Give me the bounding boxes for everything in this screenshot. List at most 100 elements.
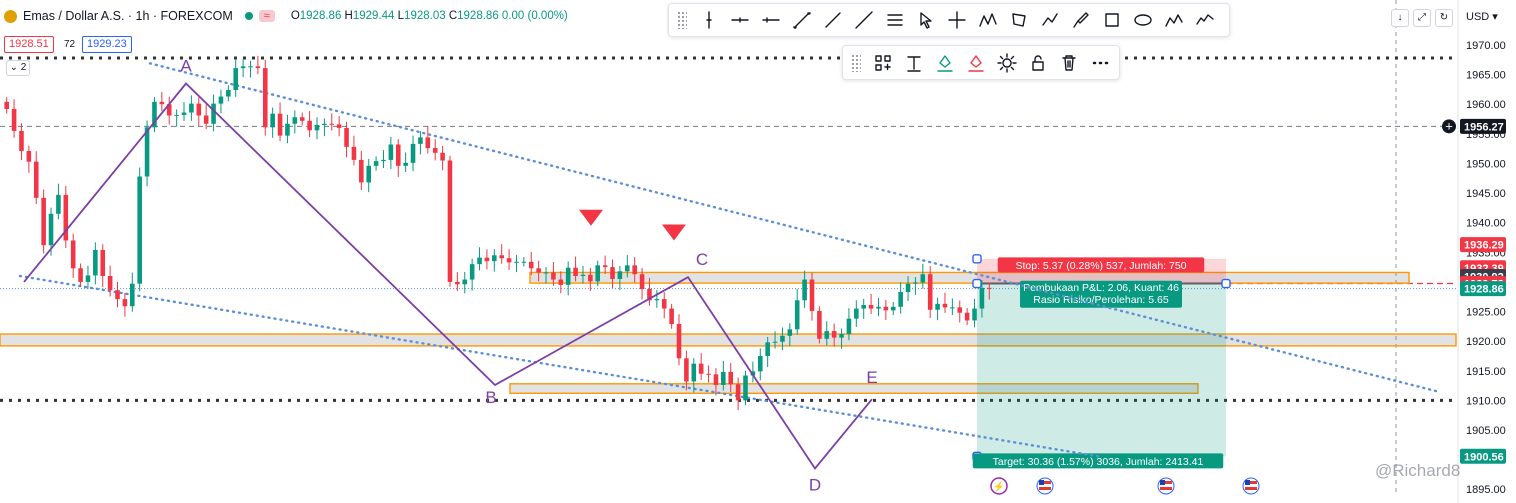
candle-body (935, 303, 940, 310)
buy-price-button[interactable]: 1929.23 (82, 36, 132, 53)
candle-body (551, 272, 556, 280)
candle-body (506, 258, 512, 263)
refresh-button[interactable]: ↻ (1435, 9, 1453, 27)
us-flag-canton (1160, 480, 1165, 485)
candle-body (883, 306, 889, 311)
pattern-path (23, 82, 873, 471)
candle-body (765, 342, 770, 356)
candle-body (381, 159, 386, 162)
drag-handle-icon[interactable] (677, 11, 687, 29)
candle-body (226, 90, 231, 97)
candle-body (100, 249, 106, 276)
data-delay-icon[interactable]: ≈ (258, 10, 275, 22)
candle-body (706, 373, 711, 375)
candle-body (528, 261, 534, 269)
cursor-tool-button[interactable] (910, 6, 941, 34)
pattern-tool-button[interactable] (972, 6, 1003, 34)
trend-line-tool-button[interactable] (786, 6, 817, 34)
text-tool-button[interactable] (898, 49, 929, 77)
axis-tick-label: 1970.00 (1466, 40, 1506, 52)
delete-tool-button[interactable] (1053, 49, 1084, 77)
candle-body (588, 274, 593, 282)
candle-body (898, 291, 903, 307)
abcd-pattern-tool-button[interactable] (1158, 6, 1189, 34)
lock-tool-button[interactable] (1022, 49, 1053, 77)
candle-body (166, 104, 172, 116)
horizontal-ray-tool-button[interactable] (724, 6, 755, 34)
fill-color-tool-button[interactable] (929, 49, 960, 77)
symbol-logo-icon (4, 9, 17, 23)
axis-tick-label: 1960.00 (1466, 99, 1506, 111)
lock-icon (1031, 54, 1044, 71)
candle-body (772, 341, 778, 343)
candle-body (152, 101, 157, 128)
support-resistance-zones (0, 271, 1457, 394)
axis-price-label: 1956.27 (1464, 121, 1504, 133)
maximize-button[interactable]: ⤢ (1413, 9, 1431, 27)
extended-line-tool-button[interactable] (848, 6, 879, 34)
horizontal-line-icon (761, 17, 780, 23)
ray-icon (824, 12, 841, 28)
pattern-icon (978, 13, 997, 27)
candle-body (11, 108, 17, 131)
candle-body (602, 265, 608, 268)
settings-icon (996, 52, 1017, 73)
candle-body (432, 148, 438, 153)
elliott-wave-tool-button[interactable] (1189, 6, 1220, 34)
candle-body (270, 113, 275, 128)
candle-body (780, 335, 785, 342)
candle-body (462, 279, 468, 285)
candle-body (159, 101, 165, 105)
cross-tool-button[interactable] (941, 6, 972, 34)
symbol-title[interactable]: Emas / Dollar A.S. · 1h · FOREXCOM (23, 9, 233, 23)
drag-handle-icon[interactable] (851, 53, 861, 72)
ray-tool-button[interactable] (817, 6, 848, 34)
candle-body (388, 144, 394, 160)
line-color-tool-button[interactable] (960, 49, 991, 77)
candle-body (669, 308, 674, 324)
polygon-icon (1011, 13, 1026, 27)
rectangle-tool-button[interactable] (1096, 6, 1127, 34)
candle-body (181, 112, 187, 115)
elliott-wave-icon (1195, 14, 1214, 25)
path-tool-button[interactable] (1034, 6, 1065, 34)
candle-body (56, 194, 61, 214)
us-flag-canton (1245, 480, 1250, 485)
settings-tool-button[interactable] (991, 49, 1022, 77)
chart-controls: ↓ ⤢ ↻ (1391, 9, 1453, 27)
candle-body (218, 96, 224, 104)
candle-body (211, 103, 216, 124)
candle-body (137, 176, 142, 284)
spread-value: 72 (64, 39, 76, 50)
candle-body (85, 275, 91, 282)
vertical-line-tool-button[interactable] (693, 6, 724, 34)
polygon-tool-button[interactable] (1003, 6, 1034, 34)
candle-body (964, 312, 970, 321)
candle-body (721, 371, 726, 385)
sell-price-button[interactable]: 1928.51 (4, 36, 54, 53)
currency-selector[interactable]: USD ▾ (1466, 11, 1498, 23)
candle-body (514, 261, 519, 263)
horizontal-line-tool-button[interactable] (755, 6, 786, 34)
scroll-down-button[interactable]: ↓ (1391, 9, 1409, 27)
axis-tick-label: 1905.00 (1466, 425, 1506, 437)
candle-body (787, 329, 793, 336)
ellipse-tool-button[interactable] (1127, 6, 1158, 34)
candle-body (19, 130, 24, 152)
more-tool-button[interactable] (1084, 49, 1115, 77)
template-tool-button[interactable] (867, 49, 898, 77)
axis-tick-label: 1925.00 (1466, 307, 1506, 319)
candle-body (743, 375, 748, 401)
candle-body (26, 151, 32, 162)
parallel-channel-tool-button[interactable] (879, 6, 910, 34)
brush-tool-button[interactable] (1065, 6, 1096, 34)
candle-body (942, 303, 948, 308)
axis-tick-label: 1895.00 (1466, 484, 1506, 496)
candle-body (876, 306, 881, 309)
legend-collapse-button[interactable]: ⌄ 2 (6, 60, 30, 76)
axis-tick-label: 1940.00 (1466, 218, 1506, 230)
us-flag-stripe (1245, 481, 1257, 484)
cursor-icon (919, 12, 932, 29)
us-flag-stripe (1245, 487, 1257, 490)
